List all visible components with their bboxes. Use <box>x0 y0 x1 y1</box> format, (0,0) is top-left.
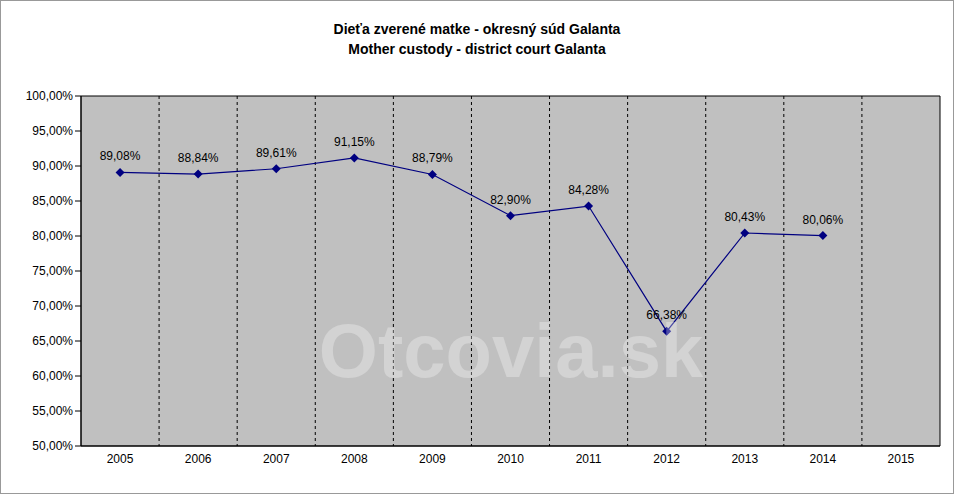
svg-text:80,00%: 80,00% <box>32 229 73 243</box>
svg-text:85,00%: 85,00% <box>32 194 73 208</box>
svg-text:60,00%: 60,00% <box>32 369 73 383</box>
svg-text:2005: 2005 <box>107 452 134 466</box>
svg-text:89,61%: 89,61% <box>256 146 297 160</box>
svg-text:88,84%: 88,84% <box>178 151 219 165</box>
svg-text:95,00%: 95,00% <box>32 124 73 138</box>
svg-text:70,00%: 70,00% <box>32 299 73 313</box>
svg-text:2011: 2011 <box>576 452 602 466</box>
svg-text:50,00%: 50,00% <box>32 439 73 453</box>
svg-text:89,08%: 89,08% <box>100 149 141 163</box>
svg-text:100,00%: 100,00% <box>26 89 74 103</box>
svg-text:2008: 2008 <box>341 452 368 466</box>
svg-text:90,00%: 90,00% <box>32 159 73 173</box>
svg-text:84,28%: 84,28% <box>568 183 609 197</box>
svg-text:2014: 2014 <box>810 452 837 466</box>
svg-text:55,00%: 55,00% <box>32 404 73 418</box>
svg-text:75,00%: 75,00% <box>32 264 73 278</box>
svg-text:80,43%: 80,43% <box>724 210 765 224</box>
svg-text:2009: 2009 <box>419 452 446 466</box>
svg-text:88,79%: 88,79% <box>412 151 453 165</box>
svg-text:2007: 2007 <box>263 452 290 466</box>
svg-text:2006: 2006 <box>185 452 212 466</box>
svg-text:91,15%: 91,15% <box>334 135 375 149</box>
svg-text:80,06%: 80,06% <box>803 213 844 227</box>
svg-text:66,38%: 66,38% <box>646 308 687 322</box>
svg-text:2015: 2015 <box>888 452 915 466</box>
svg-text:65,00%: 65,00% <box>32 334 73 348</box>
svg-text:2012: 2012 <box>653 452 680 466</box>
svg-text:82,90%: 82,90% <box>490 193 531 207</box>
svg-text:2013: 2013 <box>731 452 758 466</box>
svg-text:2010: 2010 <box>497 452 524 466</box>
